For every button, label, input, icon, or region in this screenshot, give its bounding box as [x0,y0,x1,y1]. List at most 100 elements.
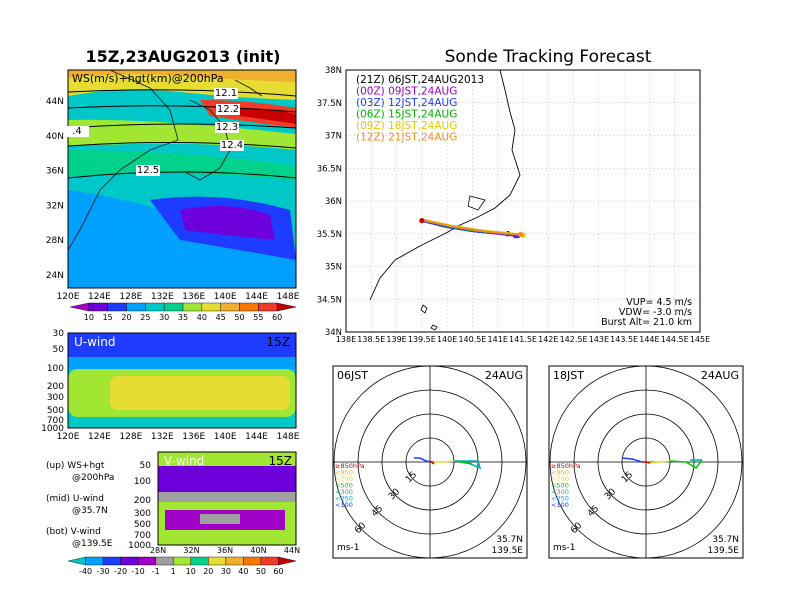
island-2 [430,324,438,331]
track-series [419,218,526,239]
lat-label: 32N [46,201,64,211]
colorbar-swatch [260,556,279,566]
u-band-blue [68,333,296,357]
contour-5 [67,171,297,179]
map-lat-labels: 44N 40N 36N 32N 28N 24N [46,97,64,281]
hodo-level-label: <500 [551,482,569,490]
lon-label: 128E [119,292,142,302]
track-y-label: 36N [325,197,342,207]
colorbar-swatch [190,556,209,566]
hodo-trace [434,460,455,463]
v-x-label: 44N [284,546,300,555]
colorbar-swatch [69,302,90,312]
v-y-label: 50 [140,461,152,471]
hodo-level-label: <850 [551,469,569,477]
track-legend-entry: (06Z) 15JST,24AUG [356,109,457,121]
hodo-loc1: 35.7N [496,535,523,545]
track-y-label: 35N [325,263,342,273]
hodo-level-label: <300 [335,488,353,496]
colorbar-swatch [243,556,262,566]
lat-label: 36N [46,167,64,177]
v-y-label: 500 [134,520,151,530]
colorbar-swatch [102,556,121,566]
u-label: U-wind [74,335,115,349]
track-x-label: 142.5E [560,335,588,344]
hodo-level-label: <500 [335,482,353,490]
v-y-label: 700 [134,531,151,541]
u-x-label: 136E [182,432,205,442]
hodo-time: 06JST [337,369,368,382]
v-x-labels: 28N 32N 36N 40N 44N [150,546,300,555]
u-x-label: 120E [57,432,80,442]
hodo-trace [649,460,671,464]
hodo-level-label: <250 [335,495,353,503]
v-y-label: 300 [134,509,151,519]
colorbar-label: 30 [221,567,231,576]
map-frame [67,69,297,289]
contour-label: 12.5 [137,165,159,176]
track-stat: Burst Alt= 21.0 km [601,317,692,328]
colorbar-label: 25 [140,313,150,322]
colorbar-swatch [120,556,139,566]
colorbar-swatch [155,556,174,566]
hodo-trace [669,459,703,470]
u-y-label: 50 [53,345,65,355]
colorbar-swatch [67,556,86,566]
contour-label: 12.3 [216,122,238,133]
v-x-label: 36N [217,546,233,555]
hodo-level-label: <100 [551,501,569,509]
lat-label: 24N [46,271,64,281]
wind-speed-map: WS(m/s)+hgt(km)@200hPa 12.112.2.4 12.312.… [46,69,300,302]
colorbar-swatch [163,302,184,312]
colorbar-label: -40 [79,567,92,576]
v-y-label: 100 [134,477,151,487]
track-y-labels: 38N 37.5N 37N 36.5N 36N 35.5N 35N 34.5N 34N [317,66,342,338]
u-y-label: 1000 [41,424,64,434]
hodo-level-label: <250 [551,495,569,503]
colorbar-label: 10 [186,567,196,576]
hodo-trace [621,457,643,463]
v-y-label: 200 [134,496,151,506]
contour-2 [67,105,297,113]
track-y-label: 37.5N [317,99,342,109]
hodo-trace [414,457,433,463]
u-time: 15Z [267,335,291,349]
colorbar-label: 10 [84,313,94,322]
contour-label: 12.1 [215,88,237,99]
track-legend-entry: (03Z) 12JST,24AUG [356,97,457,109]
track-stat: VUP= 4.5 m/s [626,297,692,308]
map-lon-labels: 120E 124E 128E 132E 136E 140E 144E 148E [57,292,300,302]
colorbar-swatch [201,302,221,312]
u-x-label: 128E [119,432,142,442]
track-x-label: 145E [690,335,710,344]
colorbar-swatch [220,302,240,312]
track-legend: (21Z) 06JST,24AUG2013(00Z) 09JST,24AUG(0… [356,74,484,144]
contour-label-bg [214,88,238,99]
band-green [68,150,296,180]
contour-label: 12.2 [217,104,239,115]
hodo-date: 24AUG [701,369,739,382]
colorbar-swatch [145,302,165,312]
island-1 [420,304,428,314]
v-x-label: 32N [183,546,199,555]
track-end-point [517,231,524,238]
u-y-label: 300 [47,393,64,403]
contour-3 [67,123,297,129]
note-line-a: (up) WS+hgt [46,461,105,471]
hodo-trace [642,461,651,464]
track-x-label: 139.5E [408,335,436,344]
u-y-label: 500 [47,406,64,416]
lon-label: 148E [277,292,300,302]
contour-label-bg [215,122,239,133]
track-x-label: 138E [336,335,356,344]
v-frame [157,451,297,546]
u-x-label: 148E [277,432,300,442]
v-x-label: 40N [250,546,266,555]
band-purple [180,206,275,240]
u-x-label: 144E [245,432,268,442]
